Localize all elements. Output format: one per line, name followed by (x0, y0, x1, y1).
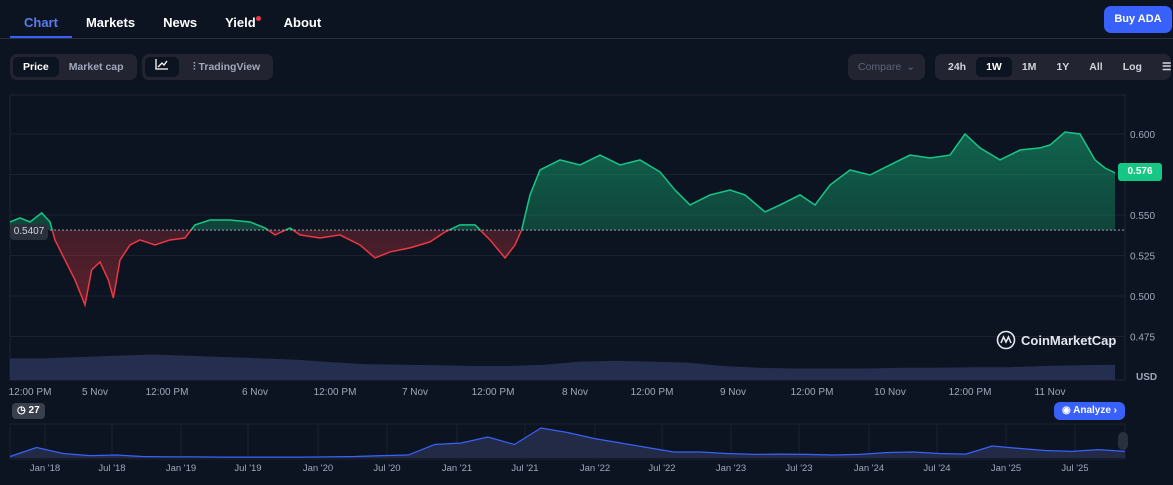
compare-label: Compare (858, 61, 902, 73)
chevron-down-icon: ⌄ (906, 61, 915, 73)
tab-label: Yield (225, 15, 256, 30)
price-button[interactable]: Price (13, 57, 59, 77)
y-unit-label: USD (1136, 372, 1157, 383)
navigator-tick-label: Jul '23 (785, 463, 812, 474)
y-tick-label: 0.475 (1130, 333, 1155, 344)
x-tick-label: 10 Nov (874, 387, 906, 398)
range-navigator[interactable]: Jan '18 Jul '18 Jan '19 Jul '19 Jan '20 Jul '… (0, 420, 1173, 485)
nav-divider (0, 38, 1173, 39)
sliders-icon: ☰ (1161, 61, 1172, 73)
navigator-tick-label: Jan '25 (991, 463, 1021, 474)
tab-yield[interactable]: Yield (211, 0, 270, 38)
navigator-tick-label: Jul '19 (234, 463, 261, 474)
y-tick-label: 0.600 (1130, 130, 1155, 141)
range-1y[interactable]: 1Y (1056, 61, 1070, 73)
navigator-tick-label: Jan '24 (854, 463, 884, 474)
price-line-down (51, 230, 523, 308)
tradingview-label: TradingView (198, 61, 261, 73)
range-all[interactable]: All (1089, 61, 1103, 73)
history-icon: ◷ (17, 405, 29, 416)
x-tick-label: 12:00 PM (949, 387, 992, 398)
chart-type-toggle: ⫶ TradingView (142, 54, 274, 80)
price-line-up (9, 131, 1116, 231)
market-cap-button[interactable]: Market cap (68, 61, 124, 73)
navigator-area (10, 428, 1125, 458)
range-24h[interactable]: 24h (948, 61, 967, 73)
range-1w[interactable]: 1W (976, 57, 1012, 77)
tab-label: Markets (85, 15, 136, 30)
price-marketcap-toggle: Price Market cap (10, 54, 137, 80)
x-tick-label: 11 Nov (1035, 387, 1066, 398)
x-tick-label: 7 Nov (402, 387, 428, 398)
watermark-text: CoinMarketCap (1021, 332, 1117, 348)
current-price-badge: 0.576 (1118, 163, 1162, 181)
navigator-tick-label: Jul '18 (98, 463, 125, 474)
coinmarketcap-watermark: CoinMarketCap (996, 330, 1116, 350)
navigator-tick-label: Jul '24 (923, 463, 950, 474)
settings-button[interactable]: ☰ (1152, 57, 1173, 77)
history-count: 27 (28, 405, 40, 416)
price-area-down (10, 230, 1115, 305)
x-tick-label: 5 Nov (82, 387, 108, 398)
baseline-price-label: 0.5407 (10, 224, 48, 240)
analyze-icon: ◉ (1061, 405, 1074, 416)
tab-news[interactable]: News (149, 0, 211, 38)
candlestick-icon: ⫶ (193, 61, 199, 73)
compare-dropdown[interactable]: Compare ⌄ (848, 54, 925, 80)
y-tick-label: 0.500 (1130, 292, 1155, 303)
navigator-tick-label: Jul '25 (1061, 463, 1088, 474)
x-tick-label: 12:00 PM (314, 387, 357, 398)
x-tick-label: 12:00 PM (146, 387, 189, 398)
tab-label: Chart (24, 15, 58, 30)
navigator-tick-label: Jan '18 (30, 463, 60, 474)
price-area-up (10, 132, 1115, 231)
line-chart-button[interactable] (145, 57, 179, 77)
x-tick-label: 12:00 PM (472, 387, 515, 398)
top-nav: Chart Markets News Yield About (10, 0, 335, 38)
history-events-badge[interactable]: ◷ 27 (12, 403, 45, 419)
y-tick-label: 0.525 (1130, 252, 1155, 263)
navigator-line (9, 427, 1126, 458)
range-1m[interactable]: 1M (1021, 61, 1037, 73)
navigator-tick-label: Jan '22 (580, 463, 610, 474)
tab-label: About (283, 15, 322, 30)
navigator-handle[interactable] (1118, 432, 1128, 450)
tab-markets[interactable]: Markets (72, 0, 149, 38)
price-chart[interactable]: 0.600 0.550 0.525 0.500 0.475 USD 12:00 PM 5 No… (0, 90, 1173, 400)
tab-chart[interactable]: Chart (10, 0, 72, 38)
x-tick-label: 8 Nov (562, 387, 588, 398)
x-tick-label: 9 Nov (720, 387, 746, 398)
analyze-label: Analyze (1073, 405, 1111, 416)
x-tick-label: 12:00 PM (9, 387, 52, 398)
line-chart-icon (155, 59, 169, 73)
log-scale-button[interactable]: Log (1122, 61, 1142, 73)
navigator-tick-label: Jan '19 (166, 463, 196, 474)
y-tick-label: 0.550 (1130, 211, 1155, 222)
x-tick-label: 6 Nov (242, 387, 268, 398)
volume-bars (10, 354, 1115, 380)
coinmarketcap-logo-icon (996, 330, 1016, 350)
tab-about[interactable]: About (270, 0, 336, 38)
navigator-tick-label: Jul '22 (648, 463, 675, 474)
notification-dot (255, 16, 261, 21)
navigator-tick-label: Jan '21 (442, 463, 472, 474)
navigator-tick-label: Jul '21 (511, 463, 538, 474)
buy-ada-button[interactable]: Buy ADA (1104, 6, 1172, 33)
navigator-tick-label: Jul '20 (373, 463, 400, 474)
tradingview-button[interactable]: ⫶ TradingView (179, 57, 270, 77)
tab-label: News (163, 15, 198, 30)
x-tick-label: 12:00 PM (791, 387, 834, 398)
range-selector: 24h 1W 1M 1Y All Log ☰ (935, 54, 1171, 80)
analyze-button[interactable]: ◉ Analyze › (1054, 402, 1125, 420)
x-tick-label: 12:00 PM (631, 387, 674, 398)
navigator-tick-label: Jan '23 (716, 463, 746, 474)
navigator-tick-label: Jan '20 (303, 463, 333, 474)
